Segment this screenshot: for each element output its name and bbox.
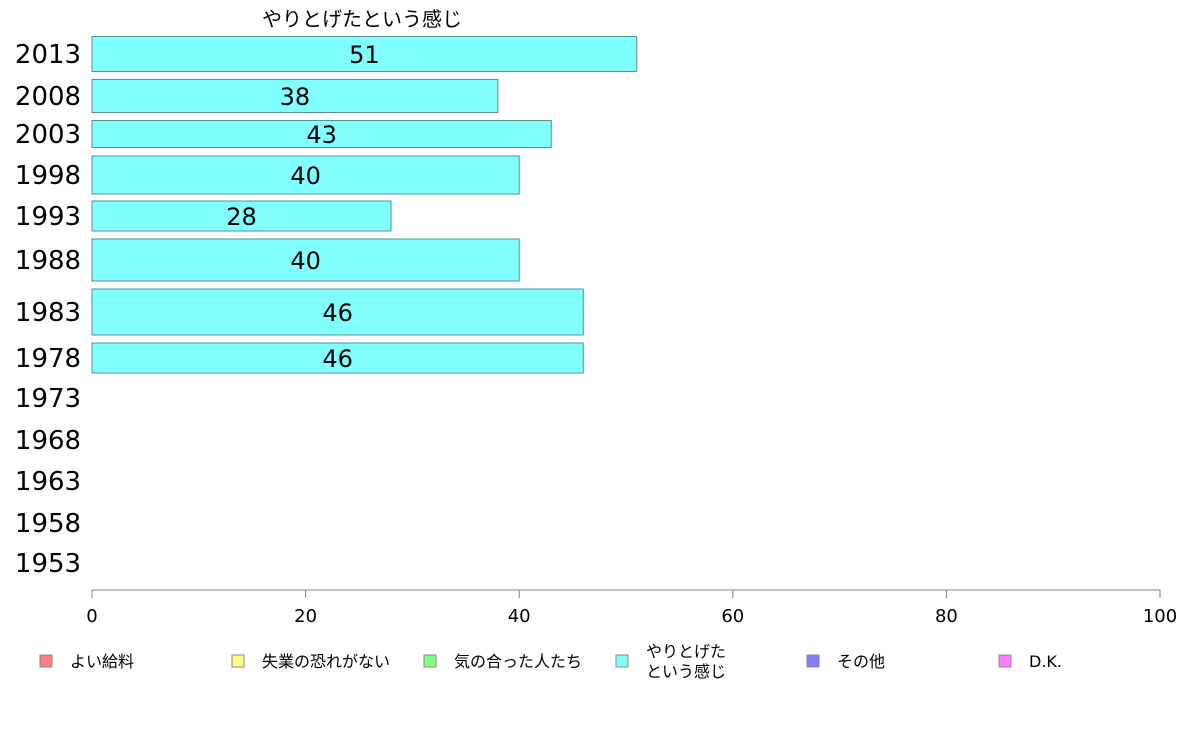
chart-title: やりとげたという感じ bbox=[262, 7, 462, 31]
bar-1978 bbox=[91, 342, 584, 374]
bar-1993 bbox=[91, 200, 392, 232]
year-label-2008: 2008 bbox=[15, 82, 81, 112]
year-label-2013: 2013 bbox=[15, 40, 81, 70]
legend-swatch-5 bbox=[998, 654, 1012, 668]
bar-2008 bbox=[91, 79, 499, 113]
legend-label-3-1: という感じ bbox=[646, 662, 726, 681]
bar-value-label-1993: 28 bbox=[226, 203, 257, 231]
year-label-1998: 1998 bbox=[15, 161, 81, 191]
legend-label-5-0: D.K. bbox=[1029, 652, 1062, 671]
bar-value-label-2003: 43 bbox=[306, 121, 337, 149]
year-labels-group: 2013 2008 2003 1998 1993 1988 1983 1978 1973 1968… bbox=[15, 40, 81, 579]
year-label-1958: 1958 bbox=[15, 509, 81, 539]
bar-value-label-1988: 40 bbox=[290, 247, 321, 275]
legend-swatch-4 bbox=[806, 654, 820, 668]
legend-label-0-0: よい給料 bbox=[70, 652, 134, 671]
bar-1998 bbox=[91, 155, 520, 195]
legend-swatch-2 bbox=[423, 654, 437, 668]
bar-1988 bbox=[91, 238, 520, 282]
x-tick-label-40: 40 bbox=[508, 606, 531, 627]
year-label-1988: 1988 bbox=[15, 246, 81, 276]
legend-label-1-0: 失業の恐れがない bbox=[262, 652, 390, 671]
year-label-1973: 1973 bbox=[15, 384, 81, 414]
bar-value-label-2008: 38 bbox=[280, 83, 311, 111]
legend-label-3-0: やりとげた bbox=[646, 642, 726, 661]
bar-2003 bbox=[91, 120, 552, 148]
x-axis: 0 20 40 60 80 100 bbox=[86, 589, 1177, 627]
year-label-1953: 1953 bbox=[15, 549, 81, 579]
year-label-1993: 1993 bbox=[15, 202, 81, 232]
bar-1983 bbox=[91, 288, 584, 336]
legend-label-4-0: その他 bbox=[837, 652, 885, 671]
legend-swatch-1 bbox=[231, 654, 245, 668]
bar-2013 bbox=[91, 36, 638, 72]
year-label-1968: 1968 bbox=[15, 426, 81, 456]
year-label-1983: 1983 bbox=[15, 298, 81, 328]
x-tick-label-20: 20 bbox=[294, 606, 317, 627]
year-label-1978: 1978 bbox=[15, 344, 81, 374]
x-tick-label-80: 80 bbox=[935, 606, 958, 627]
legend: よい給料 失業の恐れがない 気の合った人たち やりとげたという感じ その他 D.K. bbox=[39, 642, 1062, 681]
bar-value-label-2013: 51 bbox=[349, 41, 380, 69]
x-tick-label-60: 60 bbox=[721, 606, 744, 627]
x-tick-label-0: 0 bbox=[86, 606, 97, 627]
bar-value-label-1998: 40 bbox=[290, 162, 321, 190]
year-label-2003: 2003 bbox=[15, 120, 81, 150]
bar-value-label-1978: 46 bbox=[322, 345, 353, 373]
legend-swatch-0 bbox=[39, 654, 53, 668]
year-label-1963: 1963 bbox=[15, 467, 81, 497]
legend-swatch-3 bbox=[615, 654, 629, 668]
legend-label-2-0: 気の合った人たち bbox=[454, 652, 582, 671]
bar-value-label-1983: 46 bbox=[322, 299, 353, 327]
x-tick-label-100: 100 bbox=[1143, 606, 1177, 627]
